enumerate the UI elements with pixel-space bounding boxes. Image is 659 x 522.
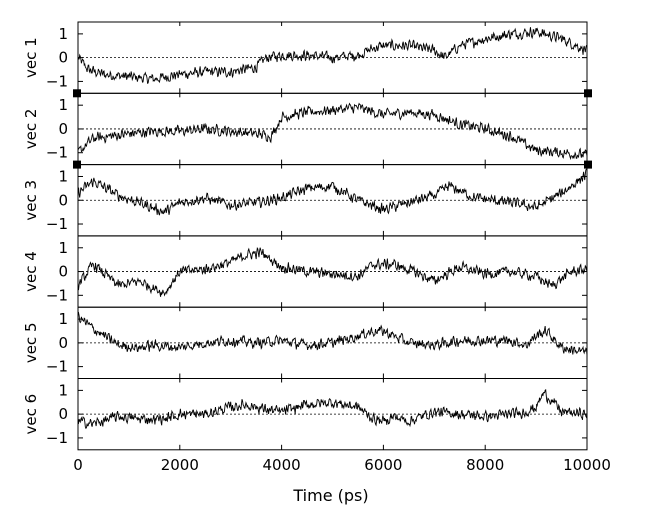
x-tick-label: 2000	[161, 456, 199, 474]
panel-4: −1 0 1 vec 4	[22, 235, 588, 308]
panel-1: −1 0 1 vec 1	[22, 21, 588, 94]
panel-boundary-marker	[73, 160, 81, 169]
series-line-6	[77, 389, 588, 430]
series-line-1	[77, 27, 588, 85]
panel-boundary-marker	[584, 89, 592, 98]
series-line-3	[77, 168, 588, 216]
series-line-5	[77, 311, 588, 356]
y-tick-label: 1	[58, 310, 68, 328]
y-tick-label: 1	[58, 96, 68, 114]
y-tick-label: −1	[46, 429, 68, 447]
y-tick-label: 0	[58, 49, 68, 67]
x-tick-label: 0	[73, 456, 83, 474]
y-tick-label: 1	[58, 25, 68, 43]
x-axis-label: Time (ps)	[292, 486, 368, 505]
panel-6: −1 0 1 vec 6	[22, 378, 588, 451]
panel-3: −1 0 1 vec 3	[22, 164, 588, 237]
y-tick-label: 1	[58, 167, 68, 185]
y-tick-label: 0	[58, 263, 68, 281]
x-axis: 0 2000 4000 6000 8000 10000	[73, 456, 611, 474]
panel-ylabel: vec 5	[22, 323, 40, 364]
panel-boundary-marker	[584, 160, 592, 169]
panel-ylabel: vec 3	[22, 180, 40, 221]
x-tick-label: 4000	[263, 456, 301, 474]
panel-boundary-marker	[73, 89, 81, 98]
y-tick-label: 0	[58, 120, 68, 138]
y-tick-label: 0	[58, 191, 68, 209]
panels: −1 0 1 vec 1 −1 0 1 vec 2 −1 0 1 vec 3 −1 0 1 vec 4 −1 0 1…	[22, 21, 592, 451]
y-tick-label: −1	[46, 215, 68, 233]
panel-ylabel: vec 4	[22, 251, 40, 292]
panel-ylabel: vec 1	[22, 37, 40, 78]
y-tick-label: −1	[46, 72, 68, 90]
series-line-4	[77, 247, 588, 297]
x-tick-label: 6000	[364, 456, 402, 474]
panel-ylabel: vec 6	[22, 394, 40, 435]
y-tick-label: −1	[46, 286, 68, 304]
x-tick-label: 8000	[466, 456, 504, 474]
y-tick-label: 0	[58, 405, 68, 423]
y-tick-label: 1	[58, 381, 68, 399]
panel-ylabel: vec 2	[22, 109, 40, 150]
y-tick-label: 1	[58, 239, 68, 257]
y-tick-label: −1	[46, 358, 68, 376]
y-tick-label: −1	[46, 144, 68, 162]
y-tick-label: 0	[58, 334, 68, 352]
x-tick-label: 10000	[563, 456, 611, 474]
series-line-2	[77, 102, 588, 161]
panel-5: −1 0 1 vec 5	[22, 306, 588, 380]
